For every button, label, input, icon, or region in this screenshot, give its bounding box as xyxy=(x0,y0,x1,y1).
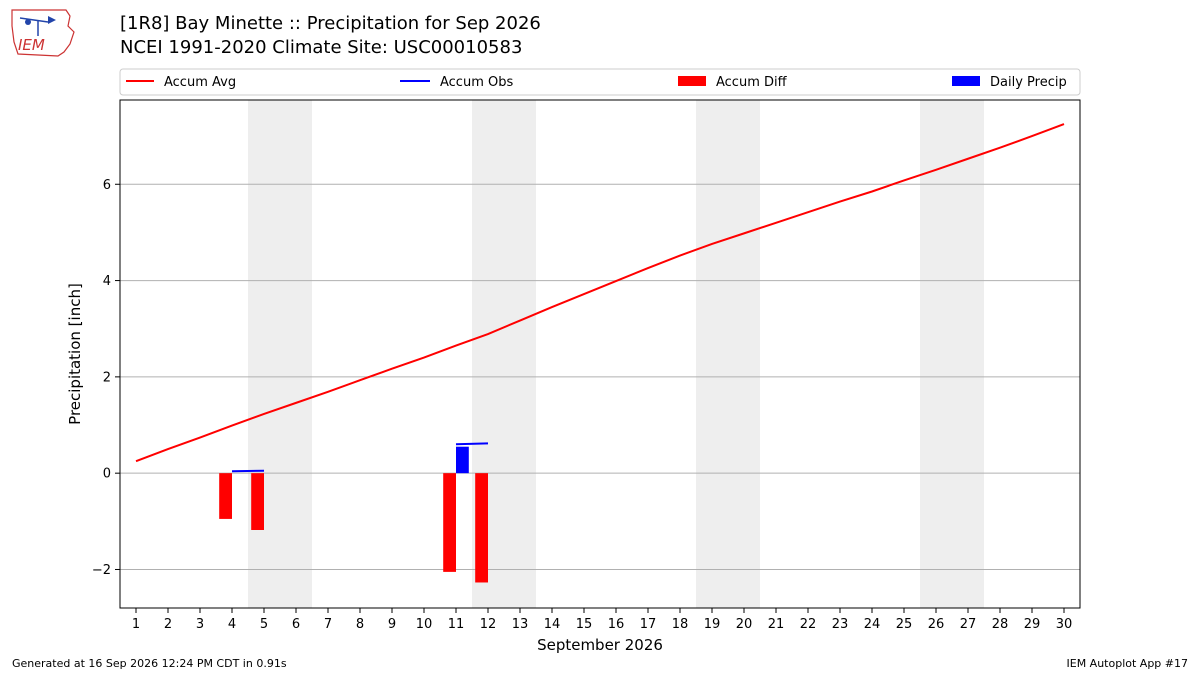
x-tick-label: 7 xyxy=(324,617,332,632)
x-tick-label: 17 xyxy=(640,617,657,632)
iem-logo: IEM xyxy=(8,6,80,58)
x-tick-label: 20 xyxy=(736,617,753,632)
bars xyxy=(219,446,488,583)
app-note: IEM Autoplot App #17 xyxy=(1066,657,1189,670)
logo-text: IEM xyxy=(18,36,45,54)
accum-diff-bar xyxy=(443,473,456,572)
legend-box xyxy=(119,68,1081,96)
legend-label-accum-diff: Accum Diff xyxy=(716,75,788,90)
x-tick-label: 25 xyxy=(896,617,913,632)
x-tick-label: 22 xyxy=(800,617,817,632)
x-tick-label: 2 xyxy=(164,617,172,632)
accum-diff-bar xyxy=(251,473,264,530)
x-tick-label: 26 xyxy=(928,617,945,632)
plot-frame xyxy=(119,99,1081,609)
x-tick-label: 18 xyxy=(672,617,689,632)
x-tick-label: 5 xyxy=(260,617,268,632)
x-tick-label: 10 xyxy=(416,617,433,632)
x-tick-label: 24 xyxy=(864,617,881,632)
weekend-shading xyxy=(248,100,984,608)
x-tick-label: 27 xyxy=(960,617,977,632)
x-tick-label: 16 xyxy=(608,617,625,632)
generated-note: Generated at 16 Sep 2026 12:24 PM CDT in… xyxy=(12,657,287,670)
legend-label-accum-avg: Accum Avg xyxy=(164,75,236,90)
grid-lines xyxy=(120,183,1080,570)
x-tick-label: 1 xyxy=(132,617,140,632)
weekend-band xyxy=(248,100,312,608)
x-tick-label: 29 xyxy=(1024,617,1041,632)
accum-avg-line xyxy=(135,123,1065,463)
x-tick-label: 30 xyxy=(1056,617,1073,632)
x-tick-label: 19 xyxy=(704,617,721,632)
y-tick-label: 2 xyxy=(103,370,111,385)
weekend-band xyxy=(920,100,984,608)
x-tick-label: 28 xyxy=(992,617,1009,632)
y-tick-label: 4 xyxy=(103,274,111,289)
title-line-2: NCEI 1991-2020 Climate Site: USC00010583 xyxy=(120,37,523,58)
legend-swatch-accum-diff xyxy=(678,76,706,86)
accum-obs-segment xyxy=(455,442,489,446)
y-tick-label: 6 xyxy=(103,178,111,193)
chart-title: [1R8] Bay Minette :: Precipitation for S… xyxy=(120,12,541,60)
lines xyxy=(135,123,1065,473)
legend: Accum Avg Accum Obs Accum Diff Daily Pre… xyxy=(119,68,1081,96)
y-axis-label: Precipitation [inch] xyxy=(66,283,84,425)
x-tick-label: 21 xyxy=(768,617,785,632)
x-tick-label: 12 xyxy=(480,617,497,632)
y-tick-label: −2 xyxy=(92,563,111,578)
y-tick-label: 0 xyxy=(103,467,111,482)
legend-label-accum-obs: Accum Obs xyxy=(440,75,513,90)
x-tick-label: 8 xyxy=(356,617,364,632)
daily-precip-bar xyxy=(456,446,469,474)
x-tick-label: 6 xyxy=(292,617,300,632)
accum-diff-bar xyxy=(475,473,488,583)
x-tick-label: 13 xyxy=(512,617,529,632)
weekend-band xyxy=(696,100,760,608)
x-tick-label: 11 xyxy=(448,617,465,632)
x-tick-label: 9 xyxy=(388,617,396,632)
x-tick-label: 23 xyxy=(832,617,849,632)
title-line-1: [1R8] Bay Minette :: Precipitation for S… xyxy=(120,13,541,34)
legend-label-daily-precip: Daily Precip xyxy=(990,75,1067,90)
legend-swatch-daily-precip xyxy=(952,76,980,86)
accum-diff-bar xyxy=(219,473,232,519)
x-tick-label: 3 xyxy=(196,617,204,632)
x-tick-label: 15 xyxy=(576,617,593,632)
x-tick-label: 4 xyxy=(228,617,236,632)
x-tick-label: 14 xyxy=(544,617,561,632)
x-axis-label: September 2026 xyxy=(537,636,663,654)
